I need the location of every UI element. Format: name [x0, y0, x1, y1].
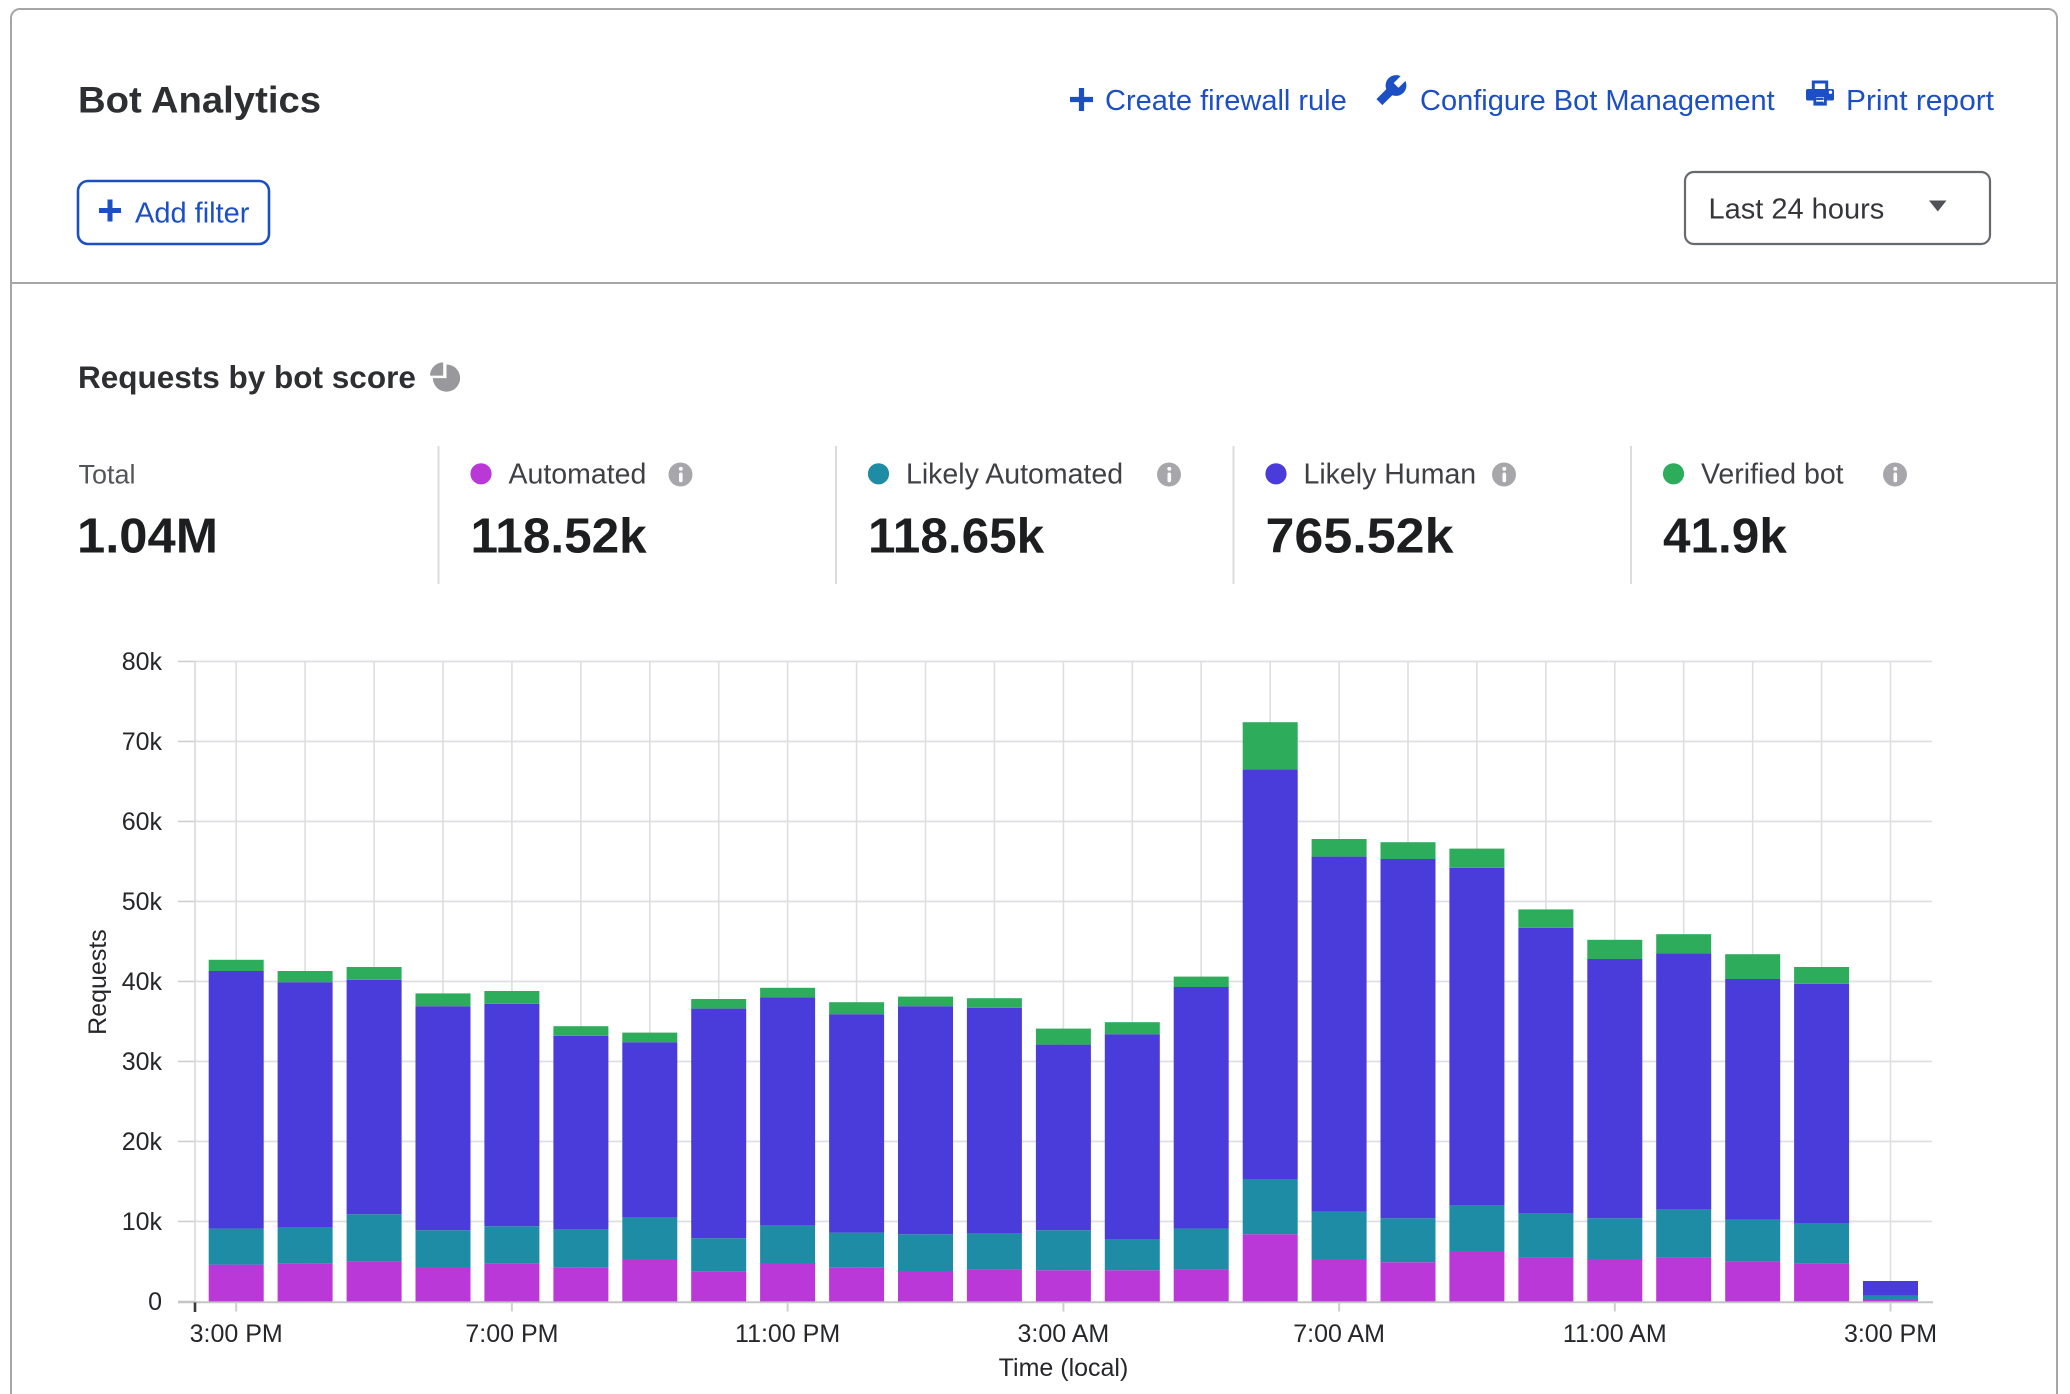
svg-text:11:00 AM: 11:00 AM	[1563, 1320, 1667, 1348]
svg-text:20k: 20k	[122, 1128, 163, 1156]
svg-text:40k: 40k	[122, 968, 163, 996]
svg-text:Last 24 hours: Last 24 hours	[1709, 194, 1885, 226]
svg-text:Time (local): Time (local)	[999, 1354, 1129, 1382]
svg-text:70k: 70k	[122, 728, 163, 756]
svg-text:3:00 AM: 3:00 AM	[1018, 1320, 1110, 1348]
svg-text:3:00 PM: 3:00 PM	[190, 1320, 283, 1348]
svg-text:3:00 PM: 3:00 PM	[1844, 1320, 1937, 1348]
svg-text:Automated: Automated	[509, 459, 647, 491]
svg-text:0: 0	[148, 1288, 162, 1316]
svg-text:Create firewall rule: Create firewall rule	[1105, 85, 1347, 117]
svg-text:Print report: Print report	[1846, 85, 1994, 117]
svg-text:Total: Total	[79, 460, 136, 490]
svg-text:7:00 PM: 7:00 PM	[465, 1320, 558, 1348]
svg-text:765.52k: 765.52k	[1266, 509, 1454, 564]
svg-text:Add filter: Add filter	[135, 198, 250, 230]
svg-text:Verified bot: Verified bot	[1701, 459, 1844, 491]
svg-text:60k: 60k	[122, 808, 163, 836]
svg-text:Requests: Requests	[84, 929, 112, 1035]
svg-text:118.52k: 118.52k	[471, 509, 648, 564]
svg-text:30k: 30k	[122, 1048, 163, 1076]
svg-text:Bot Analytics: Bot Analytics	[78, 79, 321, 121]
svg-text:Configure Bot Management: Configure Bot Management	[1420, 85, 1775, 117]
svg-text:7:00 AM: 7:00 AM	[1293, 1320, 1385, 1348]
svg-text:80k: 80k	[122, 648, 163, 676]
svg-text:50k: 50k	[122, 888, 163, 916]
svg-text:Likely Human: Likely Human	[1304, 459, 1477, 491]
svg-text:1.04M: 1.04M	[77, 509, 218, 564]
svg-text:Requests by bot score: Requests by bot score	[78, 359, 416, 395]
svg-text:Likely Automated: Likely Automated	[906, 459, 1123, 491]
svg-text:10k: 10k	[122, 1208, 163, 1236]
svg-text:11:00 PM: 11:00 PM	[735, 1320, 840, 1348]
svg-text:41.9k: 41.9k	[1663, 509, 1787, 564]
svg-text:118.65k: 118.65k	[868, 509, 1045, 564]
